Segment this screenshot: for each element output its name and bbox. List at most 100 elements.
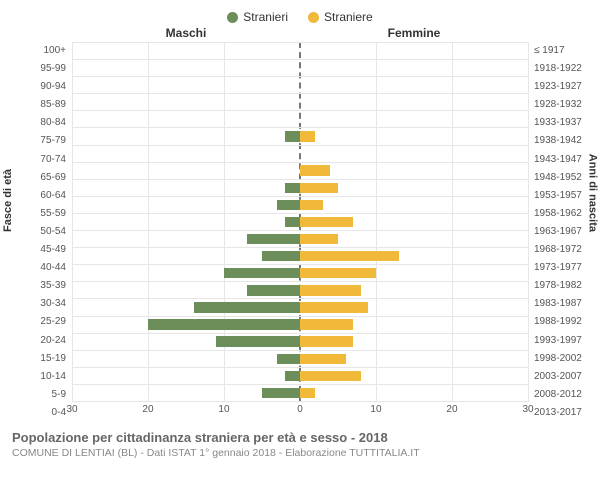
bar-row <box>72 42 528 59</box>
y-tick-left: 5-9 <box>12 386 66 404</box>
y-tick-left: 60-64 <box>12 187 66 205</box>
y-tick-right: 2013-2017 <box>534 404 588 422</box>
bar-female <box>300 354 346 364</box>
bar-male <box>285 217 300 227</box>
bar-female <box>300 165 330 175</box>
bar-male <box>262 251 300 261</box>
bar-male <box>262 388 300 398</box>
population-pyramid-chart: Stranieri Straniere Maschi Femmine Fasce… <box>0 0 600 500</box>
y-tick-right: 1958-1962 <box>534 205 588 223</box>
bar-row <box>72 264 528 281</box>
y-tick-left: 70-74 <box>12 151 66 169</box>
y-tick-left: 75-79 <box>12 132 66 150</box>
legend-label-female: Straniere <box>324 10 373 24</box>
y-tick-right: 1993-1997 <box>534 332 588 350</box>
bar-male <box>277 354 300 364</box>
bar-female <box>300 234 338 244</box>
bar-row <box>72 76 528 93</box>
bar-male <box>247 285 300 295</box>
bar-male <box>277 200 300 210</box>
y-tick-left: 80-84 <box>12 114 66 132</box>
bar-row <box>72 213 528 230</box>
x-tick: 30 <box>522 404 533 415</box>
y-tick-right: 1938-1942 <box>534 132 588 150</box>
bar-male <box>285 183 300 193</box>
bar-row <box>72 247 528 264</box>
x-tick: 10 <box>370 404 381 415</box>
bar-male <box>285 131 300 141</box>
y-tick-left: 90-94 <box>12 78 66 96</box>
y-tick-right: 2003-2007 <box>534 368 588 386</box>
y-tick-right: 1963-1967 <box>534 223 588 241</box>
y-tick-right: 1978-1982 <box>534 277 588 295</box>
bar-female <box>300 183 338 193</box>
y-tick-left: 25-29 <box>12 313 66 331</box>
y-tick-right: 1968-1972 <box>534 241 588 259</box>
y-tick-right: 1983-1987 <box>534 295 588 313</box>
bar-row <box>72 162 528 179</box>
y-tick-left: 0-4 <box>12 404 66 422</box>
y-tick-left: 50-54 <box>12 223 66 241</box>
legend-item-female: Straniere <box>308 10 373 24</box>
bar-female <box>300 285 361 295</box>
y-tick-left: 100+ <box>12 42 66 60</box>
bar-female <box>300 251 399 261</box>
bar-row <box>72 367 528 384</box>
bar-female <box>300 302 368 312</box>
y-tick-right: 1973-1977 <box>534 259 588 277</box>
bar-male <box>285 371 300 381</box>
bar-row <box>72 127 528 144</box>
bar-female <box>300 336 353 346</box>
x-tick: 10 <box>218 404 229 415</box>
y-tick-left: 30-34 <box>12 295 66 313</box>
chart-title: Popolazione per cittadinanza straniera p… <box>12 430 588 445</box>
bar-row <box>72 93 528 110</box>
bar-row <box>72 298 528 315</box>
y-tick-left: 40-44 <box>12 259 66 277</box>
bar-female <box>300 388 315 398</box>
bar-male <box>216 336 300 346</box>
chart-subtitle: COMUNE DI LENTIAI (BL) - Dati ISTAT 1° g… <box>12 447 588 459</box>
y-tick-right: 1923-1927 <box>534 78 588 96</box>
legend-item-male: Stranieri <box>227 10 288 24</box>
bar-row <box>72 230 528 247</box>
x-tick: 20 <box>446 404 457 415</box>
bar-row <box>72 316 528 333</box>
x-axis: 3020100 102030 <box>72 402 528 422</box>
y-tick-right: ≤ 1917 <box>534 42 588 60</box>
caption: Popolazione per cittadinanza straniera p… <box>12 430 588 459</box>
bar-row <box>72 196 528 213</box>
y-tick-right: 2008-2012 <box>534 386 588 404</box>
bar-female <box>300 131 315 141</box>
bar-row <box>72 333 528 350</box>
bar-row <box>72 59 528 76</box>
bar-male <box>247 234 300 244</box>
y-tick-left: 35-39 <box>12 277 66 295</box>
y-tick-left: 95-99 <box>12 60 66 78</box>
bar-row <box>72 179 528 196</box>
bars-area: 3020100 102030 <box>72 42 528 422</box>
y-tick-right: 1943-1947 <box>534 151 588 169</box>
y-tick-right: 1998-2002 <box>534 350 588 368</box>
y-tick-left: 55-59 <box>12 205 66 223</box>
bar-male <box>224 268 300 278</box>
header-male: Maschi <box>72 26 300 40</box>
bar-male <box>194 302 300 312</box>
y-axis-label-right: Anni di nascita <box>586 154 598 232</box>
y-tick-left: 45-49 <box>12 241 66 259</box>
y-tick-right: 1988-1992 <box>534 313 588 331</box>
circle-icon <box>227 12 238 23</box>
bar-row <box>72 110 528 127</box>
column-headers: Maschi Femmine <box>12 26 588 40</box>
legend-label-male: Stranieri <box>243 10 288 24</box>
bar-row <box>72 145 528 162</box>
bar-row <box>72 350 528 367</box>
x-axis-right: 102030 <box>300 402 528 422</box>
y-tick-right: 1953-1957 <box>534 187 588 205</box>
y-axis-label-left: Fasce di età <box>2 169 14 232</box>
legend: Stranieri Straniere <box>12 10 588 24</box>
bar-female <box>300 268 376 278</box>
bar-female <box>300 319 353 329</box>
header-female: Femmine <box>300 26 528 40</box>
y-tick-right: 1928-1932 <box>534 96 588 114</box>
